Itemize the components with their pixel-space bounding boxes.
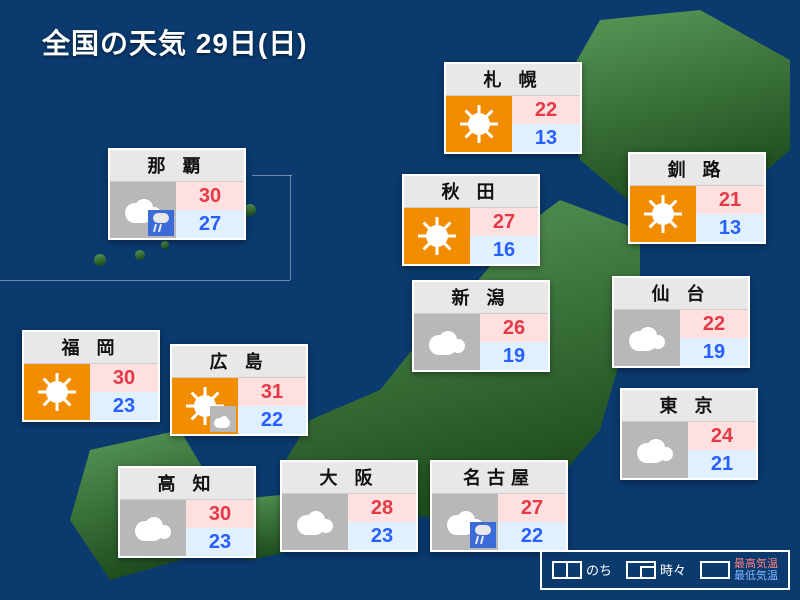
sun-icon	[446, 96, 512, 152]
temp-low: 23	[348, 522, 416, 550]
temp-high: 30	[176, 182, 244, 210]
temp-low: 19	[480, 342, 548, 370]
city-name: 名古屋	[432, 462, 566, 494]
legend: のち 時々 最高気温 最低気温	[540, 550, 790, 590]
okinawa-inset-line	[0, 280, 290, 281]
okinawa-inset-line2	[290, 175, 291, 280]
temp-high: 26	[480, 314, 548, 342]
sun-some-cloud-icon	[172, 378, 238, 434]
legend-hi-label: 最高気温	[734, 558, 778, 570]
legend-nochi-icon	[552, 561, 582, 579]
cloud-icon	[120, 500, 186, 556]
city-name: 釧 路	[630, 154, 764, 186]
legend-temp-icon	[700, 561, 730, 579]
legend-tokidoki-label: 時々	[660, 560, 686, 579]
temp-high: 30	[186, 500, 254, 528]
sun-icon	[630, 186, 696, 242]
legend-lo-label: 最低気温	[734, 570, 778, 582]
weather-card-nagoya: 名古屋2722	[430, 460, 568, 552]
city-name: 大 阪	[282, 462, 416, 494]
temp-high: 24	[688, 422, 756, 450]
temp-high: 27	[470, 208, 538, 236]
temp-low: 27	[176, 210, 244, 238]
city-name: 福 岡	[24, 332, 158, 364]
temp-high: 21	[696, 186, 764, 214]
temp-high: 22	[680, 310, 748, 338]
temp-low: 19	[680, 338, 748, 366]
temp-low: 16	[470, 236, 538, 264]
city-name: 札 幌	[446, 64, 580, 96]
city-name: 新 潟	[414, 282, 548, 314]
temp-high: 27	[498, 494, 566, 522]
weather-card-niigata: 新 潟2619	[412, 280, 550, 372]
weather-card-fukuoka: 福 岡3023	[22, 330, 160, 422]
weather-card-tokyo: 東 京2421	[620, 388, 758, 480]
temp-low: 23	[90, 392, 158, 420]
temp-low: 22	[498, 522, 566, 550]
weather-card-naha: 那 覇3027	[108, 148, 246, 240]
temp-high: 31	[238, 378, 306, 406]
sun-icon	[404, 208, 470, 264]
legend-nochi-label: のち	[586, 560, 612, 579]
temp-low: 13	[512, 124, 580, 152]
city-name: 東 京	[622, 390, 756, 422]
temp-high: 30	[90, 364, 158, 392]
weather-card-kushiro: 釧 路2113	[628, 152, 766, 244]
cloud-icon	[414, 314, 480, 370]
temp-low: 13	[696, 214, 764, 242]
cloud-then-rain-icon	[110, 182, 176, 238]
cloud-icon	[614, 310, 680, 366]
city-name: 那 覇	[110, 150, 244, 182]
city-name: 広 島	[172, 346, 306, 378]
temp-low: 23	[186, 528, 254, 556]
sun-icon	[24, 364, 90, 420]
weather-card-sapporo: 札 幌2213	[444, 62, 582, 154]
city-name: 仙 台	[614, 278, 748, 310]
legend-tokidoki-icon	[626, 561, 656, 579]
page-title: 全国の天気 29日(日)	[42, 22, 308, 62]
okinawa-inset-line3	[252, 175, 292, 176]
cloud-icon	[622, 422, 688, 478]
temp-low: 21	[688, 450, 756, 478]
weather-card-akita: 秋 田2716	[402, 174, 540, 266]
weather-card-kochi: 高 知3023	[118, 466, 256, 558]
city-name: 秋 田	[404, 176, 538, 208]
weather-card-sendai: 仙 台2219	[612, 276, 750, 368]
temp-low: 22	[238, 406, 306, 434]
temp-high: 22	[512, 96, 580, 124]
weather-card-hiroshima: 広 島3122	[170, 344, 308, 436]
temp-high: 28	[348, 494, 416, 522]
weather-card-osaka: 大 阪2823	[280, 460, 418, 552]
city-name: 高 知	[120, 468, 254, 500]
cloud-icon	[282, 494, 348, 550]
cloud-then-rain-icon	[432, 494, 498, 550]
